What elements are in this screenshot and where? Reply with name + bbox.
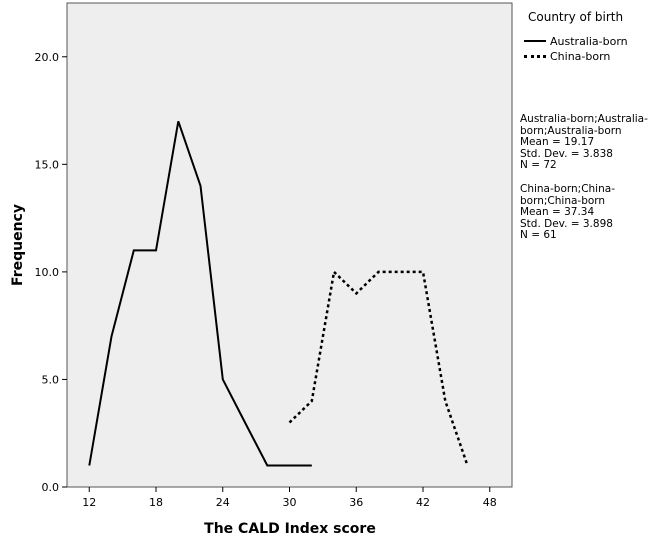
legend-label: Australia-born (550, 34, 628, 48)
legend-title: Country of birth (528, 10, 624, 24)
stats-n: N = 61 (520, 229, 557, 241)
x-axis-title: The CALD Index score (204, 521, 376, 537)
x-tick-label: 18 (149, 496, 163, 509)
x-tick-label: 42 (416, 496, 430, 509)
stats-china-born: China-born;China-born;China-born Mean = … (520, 183, 658, 242)
series-line-china-born (288, 269, 469, 466)
x-tick-label: 12 (82, 496, 96, 509)
y-tick-label: 15.0 (35, 158, 60, 171)
y-tick-label: 0.0 (42, 481, 60, 494)
series-line-australia-born (88, 120, 312, 467)
stats-n: N = 72 (520, 159, 557, 171)
x-tick-label: 36 (349, 496, 363, 509)
y-tick-label: 10.0 (35, 266, 60, 279)
legend-item-australia-born: Australia-born (524, 34, 628, 48)
stats-australia-born: Australia-born;Australia-born;Australia-… (520, 113, 658, 172)
stats-label: China-born;China-born;China-born (520, 183, 615, 207)
legend-swatch-solid (524, 40, 546, 42)
plot-background (66, 2, 513, 488)
stats-sd: Std. Dev. = 3.898 (520, 217, 613, 230)
y-axis: 0.0 5.0 10.0 15.0 20.0 (35, 51, 67, 494)
y-axis-title: Frequency (10, 204, 26, 286)
series-layer (88, 120, 469, 467)
y-tick-label: 5.0 (42, 373, 60, 386)
legend-swatch-dotted (524, 54, 546, 58)
x-axis: 12 18 24 30 36 42 48 (82, 487, 497, 509)
legend-label: China-born (550, 49, 611, 63)
x-tick-label: 24 (216, 496, 230, 509)
stats-label: Australia-born;Australia-born;Australia-… (520, 113, 648, 137)
x-tick-label: 30 (283, 496, 297, 509)
stats-mean: Mean = 19.17 (520, 136, 595, 148)
y-tick-label: 20.0 (35, 51, 60, 64)
stats-sd: Std. Dev. = 3.838 (520, 147, 613, 160)
x-tick-label: 48 (483, 496, 497, 509)
stats-mean: Mean = 37.34 (520, 206, 595, 218)
legend-item-china-born: China-born (524, 49, 610, 63)
